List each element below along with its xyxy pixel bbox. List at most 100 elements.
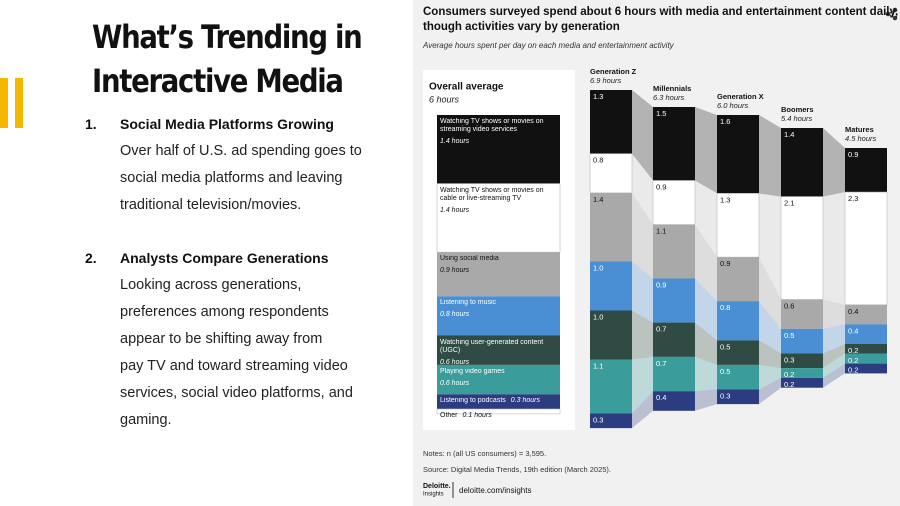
series-name: Using social media <box>440 255 499 263</box>
value-label: 0.6 <box>784 301 794 310</box>
segment-label-box: Playing video games 0.6 hours <box>440 368 557 388</box>
bar-segment <box>717 115 759 194</box>
value-label: 1.4 <box>784 130 794 139</box>
value-label: 0.3 <box>720 391 730 400</box>
bar-segment <box>845 324 887 344</box>
segment-label: Playing video games 0.6 hours <box>440 368 557 388</box>
value-label: 0.9 <box>656 182 666 191</box>
flow <box>823 299 845 329</box>
flow <box>823 192 845 305</box>
value-label: 1.1 <box>593 361 603 370</box>
value-label: 0.5 <box>720 342 730 351</box>
segment-label-box: Listening to podcasts 0.3 hours <box>440 397 557 405</box>
series-name: Listening to podcasts <box>440 397 506 405</box>
bar-segment <box>717 364 759 390</box>
bar-segment <box>781 353 823 369</box>
value-label: 1.0 <box>593 263 603 272</box>
category-total: 5.4 hours <box>781 114 813 123</box>
share-icon <box>885 7 898 21</box>
segment-label-box: Watching TV shows or movies on cable or … <box>440 187 557 215</box>
bar-segment <box>437 364 560 395</box>
bar-segment <box>437 296 560 336</box>
item-text: social media platforms and leaving <box>120 170 343 186</box>
flow <box>632 261 653 323</box>
slide-text: What’s Trending in Interactive Media 1. Soc… <box>0 0 413 506</box>
bar-segment <box>590 310 632 360</box>
slide-title: What’s Trending in <box>92 18 363 56</box>
chart: Consumers surveyed spend about 6 hours w… <box>413 0 900 506</box>
bar-segment <box>781 368 823 378</box>
flow <box>632 153 653 225</box>
value-label: 2.1 <box>784 199 794 208</box>
category-label: Generation Z <box>590 67 637 76</box>
bar-segment <box>653 107 695 181</box>
value-label: 0.2 <box>784 370 794 379</box>
bar-segment <box>437 335 560 365</box>
value-label: 0.9 <box>848 150 858 159</box>
segment-label: Using social media 0.9 hours <box>440 255 557 275</box>
value-label: 0.6 hours <box>440 358 470 365</box>
value-label: 0.7 <box>656 325 666 334</box>
bar-segment <box>653 224 695 279</box>
value-label: 1.4 <box>593 195 603 204</box>
category-label: Boomers <box>781 105 814 114</box>
flow <box>823 353 845 378</box>
bar-segment <box>590 192 632 262</box>
value-label: 0.9 <box>656 280 666 289</box>
segment-label-box: Listening to music 0.8 hours <box>440 299 557 319</box>
accent-bar <box>15 78 23 128</box>
flow <box>695 180 717 258</box>
bar-segment <box>653 356 695 392</box>
bar-segment <box>716 193 760 258</box>
bar-segment <box>653 322 695 357</box>
bar-segment <box>590 261 632 311</box>
bar-segment <box>437 252 560 297</box>
bar-segment <box>589 153 633 194</box>
chart-title: Consumers surveyed spend about 6 hours w… <box>423 6 898 18</box>
segment-label-box: Using social media 0.9 hours <box>440 255 557 275</box>
bar-segment <box>590 90 632 154</box>
brand-logo: Deloitte. <box>423 483 451 490</box>
bar-segment <box>845 344 887 354</box>
segment-label: Watching TV shows or movies on streaming… <box>440 118 544 145</box>
value-label: 0.8 <box>593 156 603 165</box>
category-total: 6.9 hours <box>590 76 622 85</box>
value-label: 0.4 <box>656 393 666 402</box>
category-total: 4.5 hours <box>845 134 877 143</box>
bar-segment <box>781 377 823 388</box>
category-total: 6.3 hours <box>653 93 685 102</box>
flow <box>695 322 717 365</box>
category-label: Overall average <box>429 82 504 93</box>
brand-url: deloitte.com/insights <box>459 486 531 495</box>
item-text: Over half of U.S. ad spending goes to <box>120 143 362 159</box>
value-label: 1.1 <box>656 227 666 236</box>
category-label: Millennials <box>653 84 691 93</box>
bar-segment <box>717 301 759 341</box>
flow <box>759 377 781 405</box>
bar-segment <box>652 180 696 225</box>
value-label: 0.5 <box>784 331 794 340</box>
flow <box>695 389 717 411</box>
item-number: 1. <box>85 116 97 132</box>
flow <box>823 128 845 197</box>
value-label: 1.4 hours <box>440 138 470 145</box>
bar-segment <box>845 363 887 374</box>
item-heading: Social Media Platforms Growing <box>120 116 334 132</box>
value-label: 0.9 hours <box>440 267 470 275</box>
value-label: 0.4 <box>848 326 858 335</box>
value-label: 0.8 <box>720 303 730 312</box>
accent-bar <box>0 78 8 128</box>
value-label: 1.3 <box>593 92 603 101</box>
bar-segment <box>437 394 560 409</box>
flow <box>632 192 653 279</box>
flow <box>695 356 717 392</box>
item-text: pay TV and toward streaming video <box>120 358 348 374</box>
flow <box>759 193 781 300</box>
category-total: 6 hours <box>429 94 460 104</box>
chart-subtitle: Average hours spent per day on each medi… <box>422 41 675 50</box>
bar-segment <box>590 359 632 414</box>
category-label: Matures <box>845 125 874 134</box>
value-label: 1.0 <box>593 312 603 321</box>
value-label: 0.6 hours <box>440 379 470 387</box>
segment-label-box: Watching user-generated content (UGC) 0.6… <box>440 339 557 365</box>
